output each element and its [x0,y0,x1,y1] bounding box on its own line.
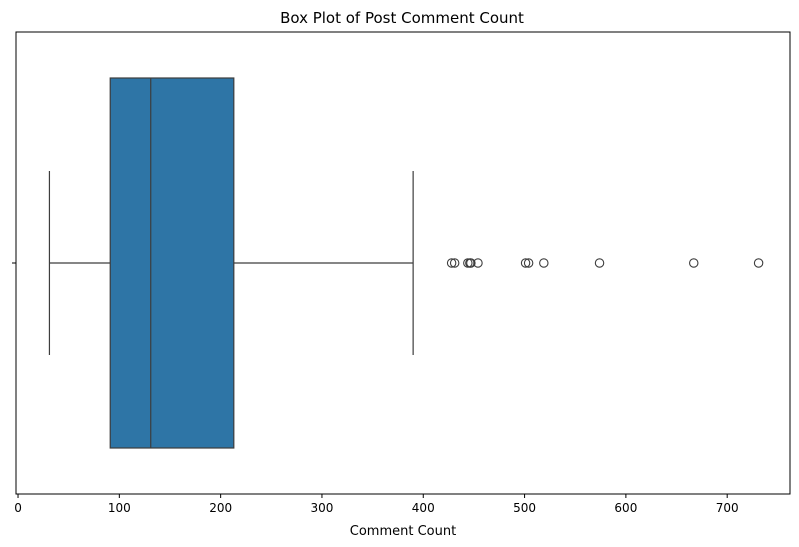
outlier-point [523,258,534,268]
x-tick-label: 100 [108,501,131,515]
outlier-point [594,258,605,268]
x-axis: 0 100 200 300 400 500 600 700 [14,494,739,515]
plot-area [48,77,764,449]
outlier-point [473,258,483,268]
outlier-point [446,258,457,268]
interquartile-box [109,77,235,449]
outlier-point [539,258,549,268]
outlier-point [520,258,531,268]
outlier-point [753,258,764,268]
x-tick-label: 0 [14,501,22,515]
x-tick-label: 500 [513,501,536,515]
x-tick-label: 400 [412,501,435,515]
x-tick-label: 200 [209,501,232,515]
chart-title: Box Plot of Post Comment Count [280,9,524,27]
x-tick-label: 300 [310,501,333,515]
outlier-point [449,258,460,268]
outlier-point [689,258,699,268]
outlier-point [466,258,476,268]
x-tick-label: 600 [614,501,637,515]
x-tick-label: 700 [716,501,739,515]
x-axis-label: Comment Count [350,524,456,539]
